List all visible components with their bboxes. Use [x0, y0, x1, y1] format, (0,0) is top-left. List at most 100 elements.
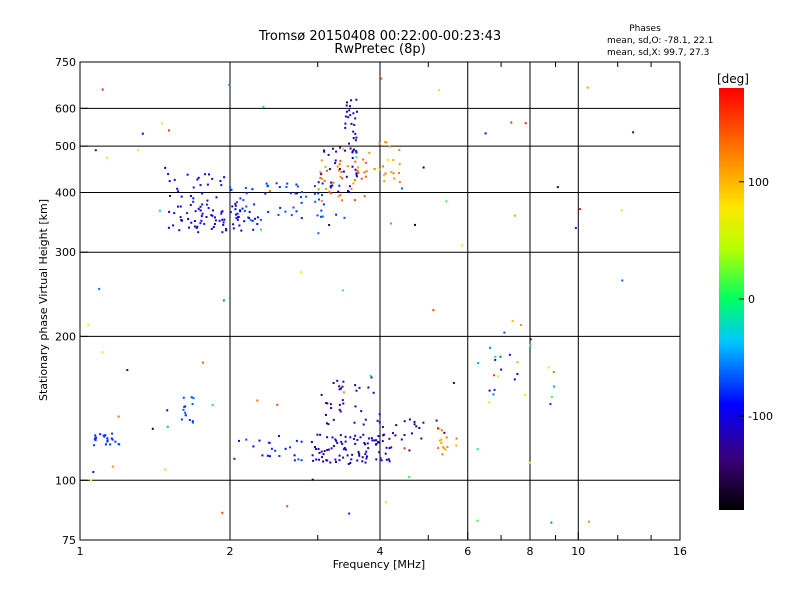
phase-point — [111, 438, 114, 441]
phase-point — [320, 393, 323, 396]
phase-point — [355, 172, 358, 175]
phase-point — [286, 505, 289, 508]
phase-point — [252, 228, 255, 231]
phase-point — [321, 456, 323, 459]
phase-point — [324, 165, 327, 168]
phase-point — [352, 130, 355, 133]
phase-point — [314, 200, 317, 203]
x-tick-label: 4 — [377, 545, 384, 558]
phase-point — [248, 210, 251, 213]
phase-point — [440, 438, 443, 441]
phase-point — [177, 190, 180, 193]
phase-point — [184, 411, 187, 414]
phase-point — [386, 158, 389, 161]
phase-point — [266, 454, 269, 457]
phase-point — [310, 441, 313, 443]
phase-point — [317, 448, 320, 450]
phase-point — [344, 122, 347, 125]
phase-point — [336, 165, 339, 168]
phase-point — [168, 210, 171, 213]
phase-point — [277, 213, 280, 216]
phase-point — [403, 447, 406, 450]
phase-point — [524, 393, 527, 396]
phase-point — [94, 434, 97, 437]
phase-point — [300, 201, 303, 204]
phase-point — [375, 458, 378, 461]
phase-point — [418, 427, 421, 429]
phase-point — [354, 168, 357, 171]
phase-point — [347, 116, 350, 119]
phase-point — [385, 446, 388, 449]
phase-point — [319, 171, 322, 174]
phase-point — [338, 403, 341, 406]
phase-point — [276, 403, 279, 406]
phase-point — [305, 195, 308, 198]
phase-point — [550, 521, 553, 524]
phase-point — [87, 323, 90, 326]
phase-point — [220, 184, 223, 187]
phase-point — [229, 186, 232, 189]
phase-point — [210, 214, 213, 217]
phase-point — [372, 391, 375, 394]
phase-point — [184, 405, 187, 408]
phase-point — [442, 447, 445, 450]
phase-point — [169, 194, 171, 197]
phase-point — [111, 465, 114, 468]
phase-point — [349, 105, 351, 108]
phase-point — [319, 433, 322, 436]
phase-point — [94, 437, 97, 440]
phase-point — [295, 439, 298, 442]
phase-point — [92, 471, 95, 473]
phase-point — [344, 149, 346, 152]
phase-point — [296, 192, 298, 195]
phase-point — [444, 448, 447, 451]
phase-point — [432, 309, 435, 312]
phase-point — [239, 197, 242, 200]
phase-point — [351, 151, 354, 154]
y-axis-label: Stationary phase Virtual Height [km] — [37, 199, 50, 401]
phase-point — [319, 176, 322, 179]
phase-point — [126, 369, 129, 371]
phase-point — [332, 382, 335, 384]
phase-point — [233, 457, 236, 460]
phase-point — [106, 437, 109, 440]
phase-point — [329, 403, 332, 406]
phase-point — [151, 427, 154, 430]
phase-point — [192, 200, 195, 203]
phase-point — [349, 114, 352, 117]
phase-point — [338, 454, 341, 457]
phase-point — [295, 183, 298, 186]
phase-point — [188, 419, 191, 421]
phase-point — [199, 222, 202, 225]
phase-point — [354, 117, 357, 120]
phase-point — [336, 379, 339, 382]
phase-point — [241, 207, 244, 210]
phase-point — [93, 438, 96, 441]
phase-point — [266, 184, 269, 187]
phase-point — [191, 420, 194, 423]
phase-point — [513, 214, 516, 217]
x-tick-label: 1 — [77, 545, 84, 558]
phase-point — [294, 192, 297, 195]
phase-point — [355, 175, 358, 178]
phase-point — [442, 445, 445, 448]
phase-point — [252, 445, 255, 448]
phase-point — [375, 442, 378, 445]
phase-point — [489, 346, 492, 349]
phase-point — [289, 192, 292, 195]
phase-point — [179, 205, 182, 208]
phase-point — [295, 210, 298, 213]
phase-point — [341, 289, 344, 292]
phase-point — [199, 205, 202, 208]
phase-point — [331, 184, 334, 187]
phase-point — [180, 195, 183, 198]
phase-point — [358, 452, 361, 455]
phase-point — [317, 232, 320, 235]
phase-point — [182, 396, 185, 399]
phase-point — [422, 166, 425, 169]
phase-point — [552, 371, 555, 373]
phase-point — [348, 142, 350, 145]
phase-point — [313, 192, 316, 195]
phase-point — [370, 437, 373, 440]
phase-point — [328, 190, 331, 193]
